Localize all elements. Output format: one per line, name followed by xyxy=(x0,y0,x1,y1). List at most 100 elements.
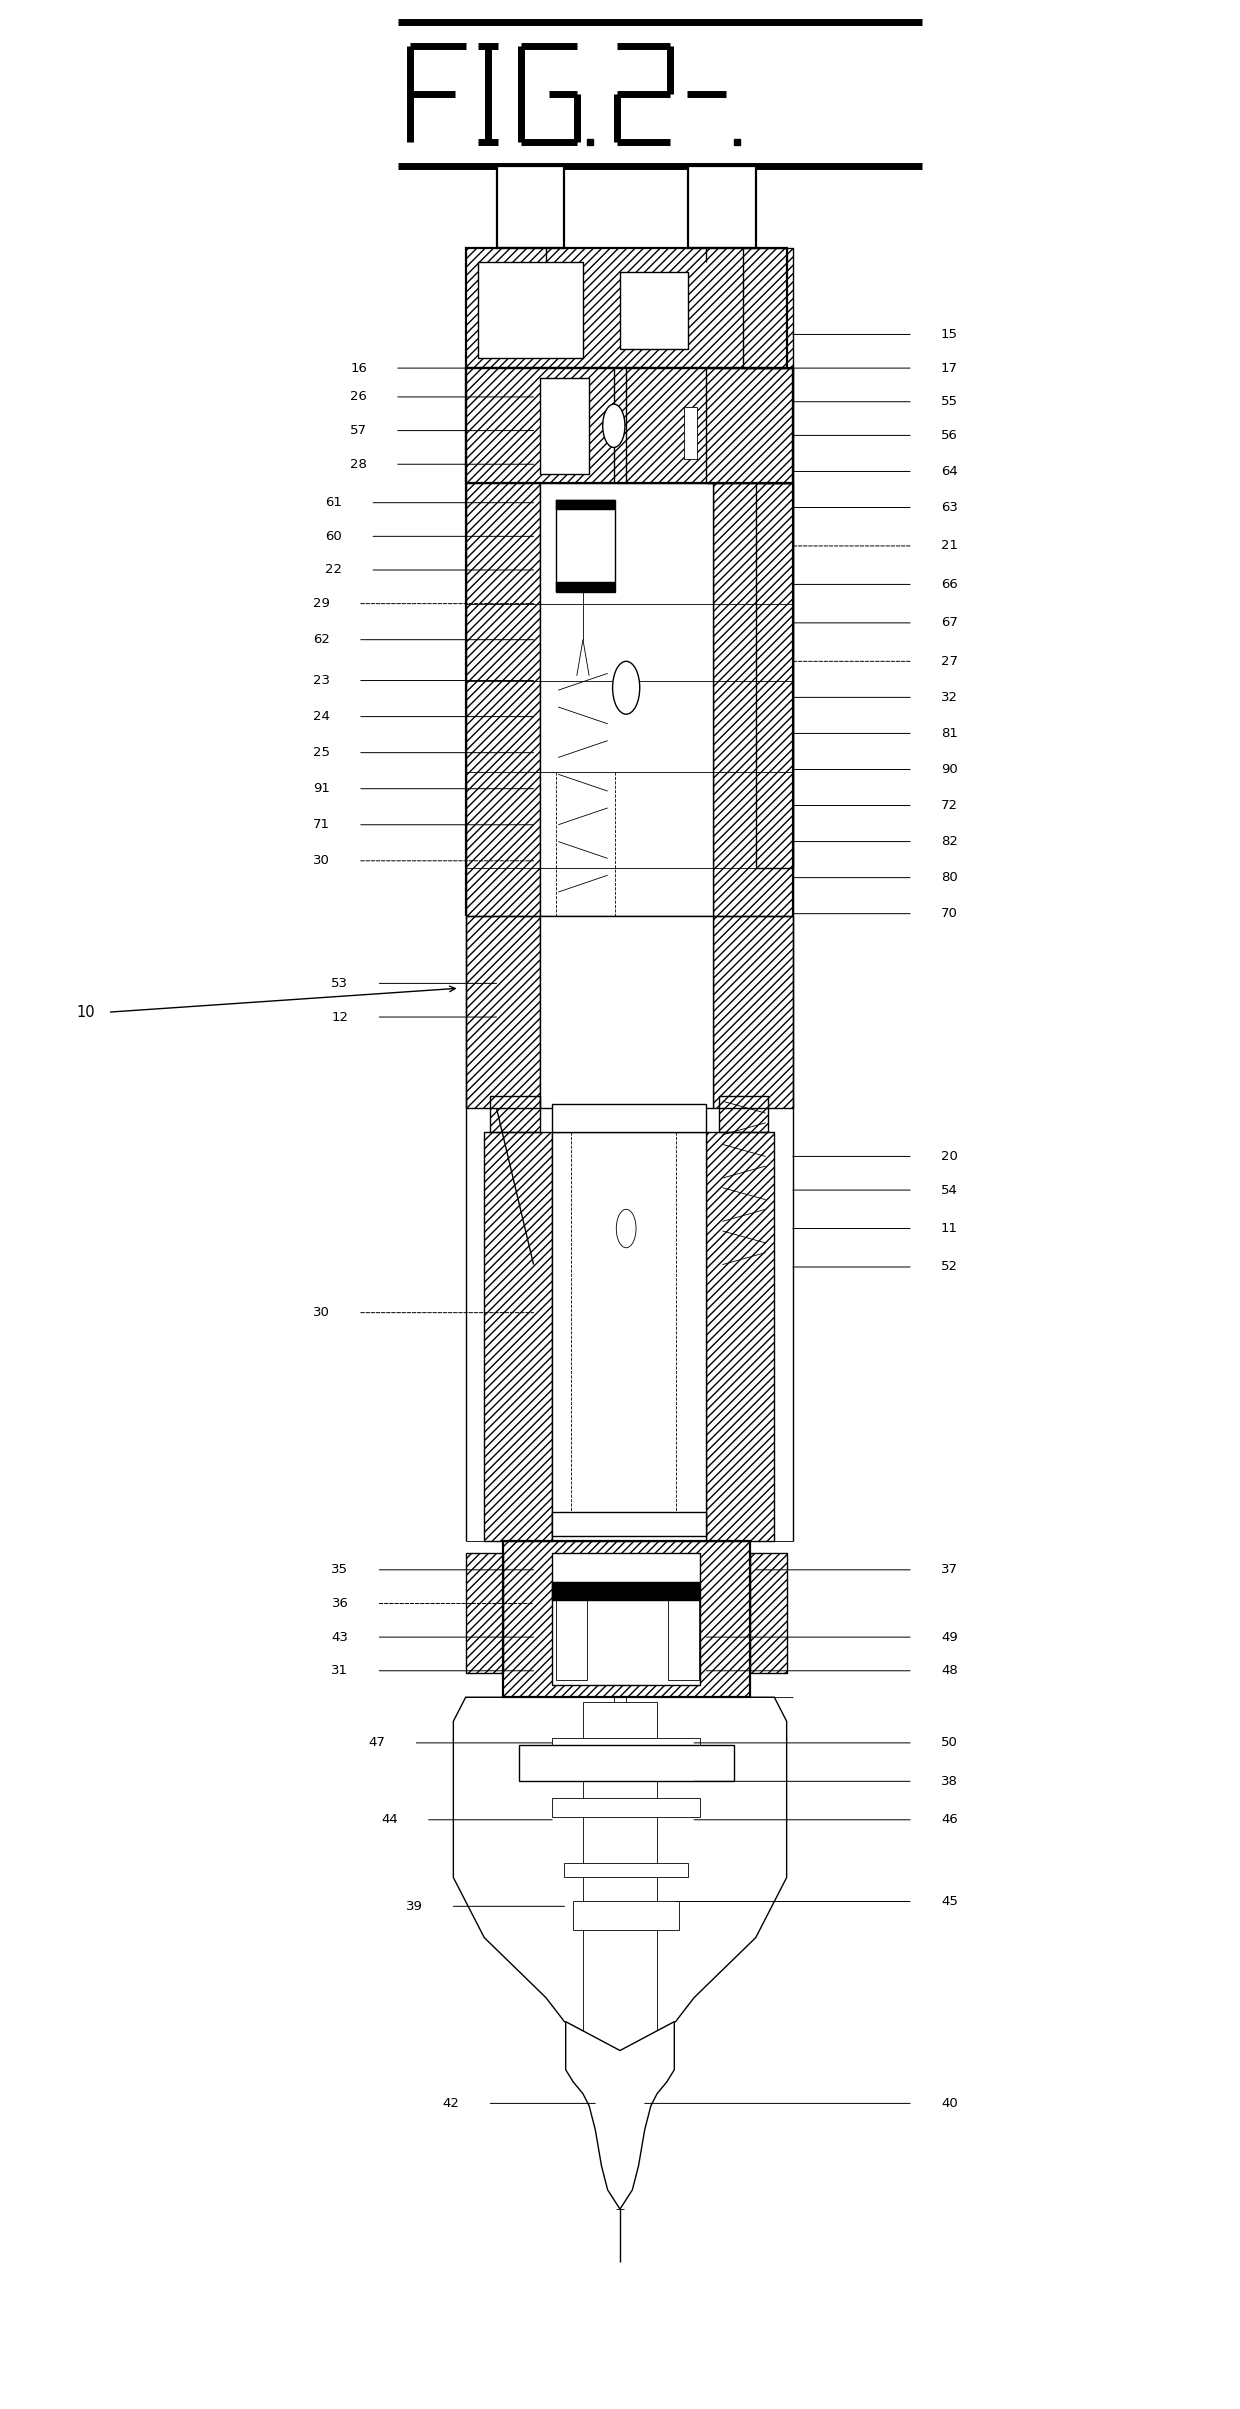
Bar xyxy=(497,169,563,246)
Text: 15: 15 xyxy=(941,328,959,342)
Text: 67: 67 xyxy=(941,617,957,629)
Bar xyxy=(552,1513,707,1537)
Text: 64: 64 xyxy=(941,465,957,477)
Text: 30: 30 xyxy=(312,855,330,867)
Bar xyxy=(484,1132,552,1542)
Text: 26: 26 xyxy=(350,390,367,402)
Text: 27: 27 xyxy=(941,655,959,667)
Bar xyxy=(556,583,615,593)
Bar xyxy=(502,1542,750,1698)
Bar xyxy=(490,1096,539,1132)
Text: 60: 60 xyxy=(325,530,342,542)
Text: 80: 80 xyxy=(941,872,957,884)
Bar xyxy=(556,1585,587,1681)
Text: 12: 12 xyxy=(331,1009,348,1024)
Bar xyxy=(466,915,539,1108)
Bar xyxy=(518,1744,734,1780)
Bar xyxy=(466,484,539,915)
Bar xyxy=(750,1554,786,1674)
Text: 48: 48 xyxy=(941,1665,957,1677)
Text: 56: 56 xyxy=(941,429,957,441)
Text: 42: 42 xyxy=(443,2096,460,2110)
Bar xyxy=(668,1585,699,1681)
Polygon shape xyxy=(655,2026,675,2093)
Bar xyxy=(466,248,786,369)
Text: 37: 37 xyxy=(941,1563,959,1575)
Bar xyxy=(684,407,697,460)
Bar xyxy=(466,915,539,1108)
Bar xyxy=(466,484,539,915)
Circle shape xyxy=(613,662,640,713)
Bar xyxy=(713,915,792,1108)
Bar xyxy=(466,369,792,484)
Text: 44: 44 xyxy=(381,1814,398,1826)
Bar xyxy=(520,1747,733,1778)
Bar xyxy=(496,166,564,248)
Bar xyxy=(484,1132,552,1542)
Bar xyxy=(552,1103,707,1132)
Text: 16: 16 xyxy=(350,361,367,376)
Bar xyxy=(502,1542,750,1698)
Text: 57: 57 xyxy=(350,424,367,436)
Bar xyxy=(480,265,582,357)
Text: 10: 10 xyxy=(77,1005,95,1019)
Text: 70: 70 xyxy=(941,908,957,920)
Bar xyxy=(620,272,688,349)
Text: 43: 43 xyxy=(331,1631,348,1643)
Bar xyxy=(713,484,792,915)
Circle shape xyxy=(616,1209,636,1248)
Bar xyxy=(744,248,792,369)
Bar xyxy=(552,1797,701,1816)
Bar xyxy=(707,1132,774,1542)
Text: 72: 72 xyxy=(941,800,959,812)
Text: 11: 11 xyxy=(941,1221,959,1236)
Bar xyxy=(719,1096,768,1132)
Bar xyxy=(756,484,792,867)
Bar xyxy=(539,378,589,475)
Text: 52: 52 xyxy=(941,1260,959,1274)
Bar xyxy=(583,1703,657,2050)
Text: 20: 20 xyxy=(941,1149,957,1164)
Text: 54: 54 xyxy=(941,1183,957,1197)
Polygon shape xyxy=(565,2026,585,2093)
Text: 50: 50 xyxy=(941,1737,957,1749)
Bar xyxy=(750,1554,786,1674)
Bar xyxy=(539,915,713,1108)
Bar xyxy=(756,484,792,867)
Text: 55: 55 xyxy=(941,395,959,407)
Bar xyxy=(552,1737,701,1756)
Bar xyxy=(719,1096,768,1132)
Bar xyxy=(552,1132,707,1542)
Polygon shape xyxy=(454,1698,786,2050)
Bar xyxy=(713,915,792,1108)
Text: 49: 49 xyxy=(941,1631,957,1643)
Text: 90: 90 xyxy=(941,764,957,776)
Bar xyxy=(479,263,583,359)
Polygon shape xyxy=(460,1703,583,2031)
Text: 32: 32 xyxy=(941,691,959,703)
Bar xyxy=(466,1554,502,1674)
Bar xyxy=(556,501,615,511)
Polygon shape xyxy=(657,1703,780,2031)
Bar xyxy=(552,1554,701,1686)
Bar xyxy=(564,1862,688,1877)
Text: 36: 36 xyxy=(331,1597,348,1609)
Bar xyxy=(556,501,615,593)
Text: 17: 17 xyxy=(941,361,959,376)
Bar xyxy=(688,166,756,248)
Text: 25: 25 xyxy=(312,747,330,759)
Text: 29: 29 xyxy=(312,597,330,609)
Text: 40: 40 xyxy=(941,2096,957,2110)
Bar xyxy=(713,484,792,915)
Bar xyxy=(689,169,755,246)
Bar xyxy=(466,1554,502,1674)
Bar xyxy=(490,1096,539,1132)
Bar xyxy=(621,275,687,347)
Text: 23: 23 xyxy=(312,675,330,687)
Text: 21: 21 xyxy=(941,540,959,552)
Text: 46: 46 xyxy=(941,1814,957,1826)
Text: 28: 28 xyxy=(350,458,367,470)
Bar xyxy=(539,484,713,915)
Text: 91: 91 xyxy=(312,783,330,795)
Text: 82: 82 xyxy=(941,836,957,848)
